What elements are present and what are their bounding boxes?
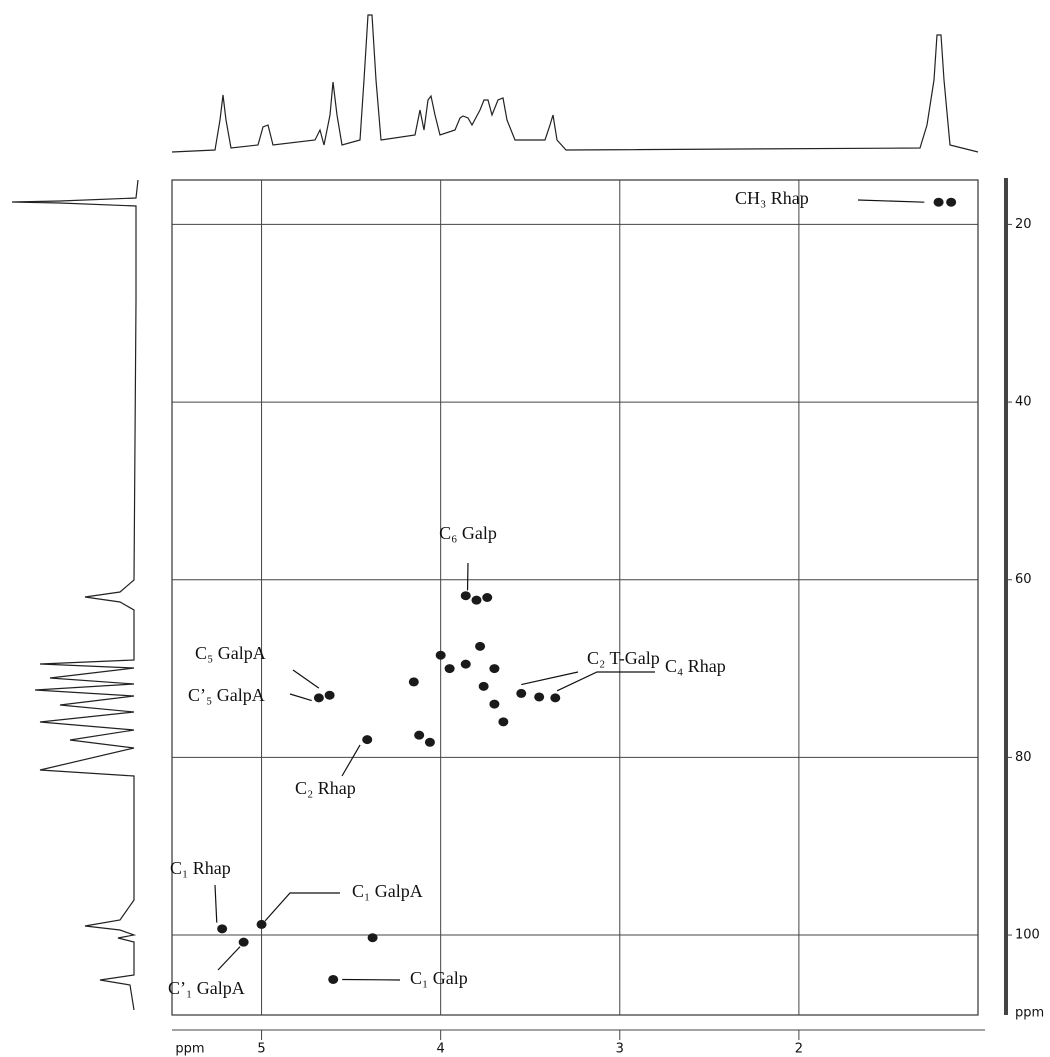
y-tick-label: 60: [1015, 572, 1032, 587]
annotation: C’₅ GalpA: [188, 685, 265, 705]
cross-peak: [460, 591, 471, 601]
y-tick-label: 80: [1015, 750, 1032, 765]
x-tick-label: 5: [257, 1042, 265, 1057]
annotation-leader: [289, 693, 312, 702]
cross-peak: [424, 737, 435, 747]
cross-peak: [328, 974, 339, 984]
f1-projection: [11, 179, 139, 1011]
cross-peak: [313, 693, 324, 703]
cross-peak: [414, 730, 425, 740]
cross-peak: [362, 735, 373, 745]
annotation-leader: [341, 744, 361, 777]
cross-peak: [489, 664, 500, 674]
cross-peak: [933, 197, 944, 207]
x-tick-label: 3: [616, 1042, 624, 1057]
annotation-leader: [342, 978, 401, 981]
annotation: C’₁ GalpA: [168, 978, 245, 998]
annotation-leader: [857, 199, 925, 203]
annotation: C₁ Rhap: [170, 858, 231, 878]
annotation-leader: [521, 671, 579, 686]
cross-peak: [475, 641, 486, 651]
cross-peak: [489, 699, 500, 709]
x-tick-label: 2: [795, 1042, 803, 1057]
annotation: C₂ T-Galp: [587, 648, 660, 668]
plot-frame: [171, 179, 979, 1016]
y-axis-label: ppm: [1015, 1006, 1044, 1021]
annotation: C₁ GalpA: [352, 881, 423, 901]
f2-projection: [171, 14, 979, 153]
annotation: C₆ Galp: [439, 523, 497, 543]
annotation: C₁ Galp: [410, 968, 468, 988]
annotation: C₄ Rhap: [665, 656, 726, 676]
cross-peak: [516, 688, 527, 698]
cross-peak: [460, 659, 471, 669]
cross-peak: [238, 937, 249, 947]
cross-peak: [478, 681, 489, 691]
cross-peak: [498, 717, 509, 727]
annotation: CH₃ Rhap: [735, 188, 809, 208]
annotation-leader: [264, 892, 340, 922]
cross-peak: [435, 650, 446, 660]
x-tick-label: 4: [437, 1042, 445, 1057]
cross-peak: [367, 933, 378, 943]
cross-peak: [217, 924, 228, 934]
cross-peak: [482, 593, 493, 602]
annotation-leader: [217, 946, 241, 971]
y-tick-label: 100: [1015, 928, 1040, 943]
cross-peak: [946, 197, 957, 207]
annotation-leader: [214, 884, 218, 923]
cross-peak: [550, 693, 561, 703]
cross-peak: [471, 595, 482, 605]
cross-peak: [256, 919, 267, 929]
y-tick-label: 20: [1015, 217, 1032, 232]
annotation: C₅ GalpA: [195, 643, 266, 663]
y-tick-label: 40: [1015, 395, 1032, 410]
cross-peak: [444, 664, 455, 674]
cross-peak: [408, 677, 419, 687]
x-axis-label: ppm: [175, 1042, 204, 1057]
annotation: C₂ Rhap: [295, 778, 356, 798]
cross-peak: [324, 690, 335, 700]
annotation-leader: [292, 669, 320, 689]
annotation-leader: [556, 671, 655, 692]
cross-peak: [534, 692, 545, 702]
